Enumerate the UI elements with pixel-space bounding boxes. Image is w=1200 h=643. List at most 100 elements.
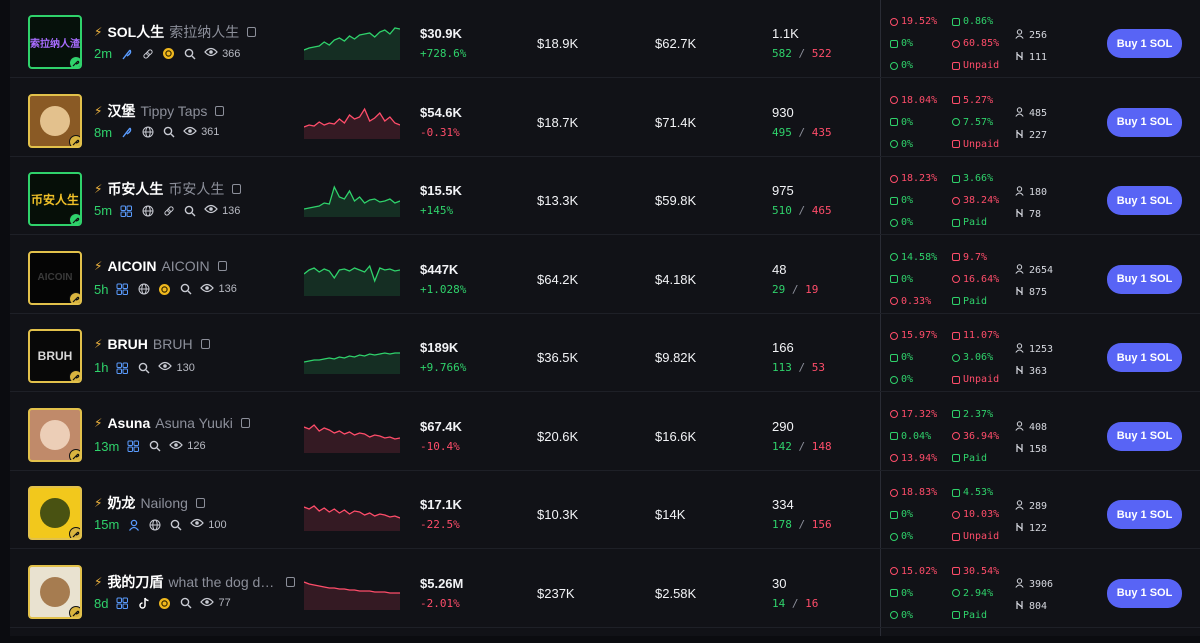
token-row[interactable]: BRUH ⚡ BRUH BRUH 1h 130 $189K +9.766% $36.5K $9.8… (10, 314, 1200, 392)
sparkline-line (304, 505, 400, 519)
token-symbol[interactable]: 奶龙 (107, 495, 136, 511)
copy-icon[interactable] (215, 105, 225, 116)
copy-icon[interactable] (232, 184, 242, 194)
token-name: 币安人生 (168, 181, 225, 197)
user-icon[interactable] (127, 518, 140, 531)
buy-button[interactable]: Buy 1 SOL (1107, 421, 1182, 451)
search-icon[interactable] (183, 47, 196, 60)
token-row[interactable]: 索拉纳人渣 ⚡ SOL人生 索拉纳人生 2m 366 $30.9K +728.6% $18.9K… (10, 0, 1200, 78)
search-icon[interactable] (183, 204, 196, 217)
copy-icon[interactable] (247, 27, 257, 37)
dex-paid-status-value: Unpaid (963, 138, 1000, 150)
buy-button[interactable]: Buy 1 SOL (1107, 29, 1182, 58)
token-avatar[interactable]: AICOIN (28, 250, 82, 305)
buy-button[interactable]: Buy 1 SOL (1107, 500, 1182, 529)
copy-icon[interactable] (217, 260, 227, 271)
search-icon[interactable] (179, 283, 192, 296)
liquidity: $18.7K (537, 114, 579, 130)
link-icon[interactable] (141, 47, 154, 60)
globe-icon[interactable] (141, 126, 154, 139)
bundles-holding: 16.64% (952, 274, 999, 285)
token-avatar[interactable] (28, 564, 82, 619)
dex-paid-status: Unpaid (952, 139, 999, 150)
dex-paid-status: Unpaid (952, 60, 999, 71)
volume: $16.6K (655, 428, 697, 444)
users-icon[interactable] (116, 361, 129, 374)
token-symbol[interactable]: AICOIN (107, 257, 157, 274)
users-icon[interactable] (116, 597, 129, 610)
price-sparkline[interactable] (304, 20, 400, 60)
token-row[interactable]: 币安人生 ⚡ 币安人生 币安人生 5m 136 $15.5K +145% $13.3K $59.8… (10, 157, 1200, 235)
price-change: +9.766% (420, 361, 467, 374)
token-avatar[interactable] (28, 407, 82, 462)
buy-button[interactable]: Buy 1 SOL (1107, 107, 1182, 137)
insiders-holding-value: 11.07% (963, 330, 1000, 341)
price-sparkline[interactable] (304, 491, 400, 531)
tiktok-icon[interactable] (137, 597, 150, 610)
price-sparkline[interactable] (304, 256, 400, 296)
globe-icon[interactable] (137, 283, 150, 296)
globe-icon[interactable] (141, 204, 154, 217)
buy-button[interactable]: Buy 1 SOL (1107, 343, 1182, 372)
link-icon[interactable] (162, 204, 175, 217)
holders-icon (1015, 107, 1024, 120)
holders-info: 289 122 (1015, 495, 1047, 539)
token-age: 5m (94, 203, 113, 218)
sparkline-line (304, 27, 400, 51)
token-row[interactable]: ⚡ 奶龙 Nailong 15m 100 $17.1K -22.5% $10.3K $14K 33… (10, 471, 1200, 549)
sparkline-area (304, 108, 400, 139)
price-sparkline[interactable] (304, 334, 400, 374)
token-row[interactable]: AICOIN ⚡ AICOIN AICOIN 5h 136 $447K +1.028% $64.… (10, 236, 1200, 314)
search-icon[interactable] (162, 126, 175, 139)
price-sparkline[interactable] (304, 413, 400, 453)
token-row[interactable]: ⚡ Asuna Asuna Yuuki 13m 126 $67.4K -10.4% $20.6… (10, 393, 1200, 471)
price-sparkline[interactable] (304, 177, 400, 217)
token-avatar[interactable]: BRUH (28, 329, 82, 383)
search-icon[interactable] (179, 597, 192, 610)
users-icon[interactable] (127, 440, 140, 453)
insiders-holding-icon (952, 174, 960, 183)
price-sparkline[interactable] (304, 570, 400, 610)
dev-holding-value: 0.04% (901, 430, 932, 442)
search-icon[interactable] (137, 361, 150, 374)
token-row[interactable]: ⚡ 我的刀盾 what the dog doin 8d 77 $5.26M -2.01% $2… (10, 550, 1200, 628)
token-symbol[interactable]: BRUH (107, 336, 148, 352)
coin-icon[interactable] (158, 283, 171, 296)
buys-sells: 510 / 465 (772, 204, 832, 217)
bundles-holding-value: 36.94% (963, 430, 1000, 442)
copy-icon[interactable] (200, 339, 210, 349)
buy-button[interactable]: Buy 1 SOL (1107, 578, 1182, 608)
feather-icon[interactable] (120, 47, 133, 60)
copy-icon[interactable] (286, 576, 296, 587)
coin-icon[interactable] (162, 47, 175, 60)
price-sparkline[interactable] (304, 99, 400, 139)
users-icon[interactable] (120, 204, 133, 217)
token-symbol[interactable]: 币安人生 (107, 181, 164, 197)
coin-icon[interactable] (158, 597, 171, 610)
token-age: 15m (94, 517, 120, 532)
token-avatar[interactable] (28, 93, 82, 148)
buy-button[interactable]: Buy 1 SOL (1107, 186, 1182, 215)
top10-holders-icon (890, 253, 898, 261)
search-icon[interactable] (169, 518, 182, 531)
feather-icon[interactable] (120, 126, 133, 139)
copy-icon[interactable] (240, 417, 250, 428)
sparkline-line (304, 264, 400, 283)
views-value: 361 (201, 126, 220, 138)
search-icon[interactable] (148, 440, 161, 453)
buy-button[interactable]: Buy 1 SOL (1107, 264, 1182, 294)
dev-holding-icon (890, 353, 898, 362)
globe-icon[interactable] (148, 518, 161, 531)
token-symbol[interactable]: SOL人生 (107, 24, 165, 40)
sparkline-line (304, 107, 400, 128)
token-avatar[interactable]: 币安人生 (28, 172, 82, 226)
token-row[interactable]: ⚡ 汉堡 Tippy Taps 8m 361 $54.6K -0.31% $18.7K $71.… (10, 79, 1200, 157)
token-symbol[interactable]: 汉堡 (107, 102, 136, 119)
users-icon[interactable] (116, 283, 129, 296)
token-avatar[interactable] (28, 486, 82, 540)
token-symbol[interactable]: 我的刀盾 (107, 573, 164, 590)
copy-icon[interactable] (195, 498, 205, 508)
bundles-holding: 38.24% (952, 195, 999, 206)
token-symbol[interactable]: Asuna (107, 414, 151, 431)
token-avatar[interactable]: 索拉纳人渣 (28, 15, 82, 69)
